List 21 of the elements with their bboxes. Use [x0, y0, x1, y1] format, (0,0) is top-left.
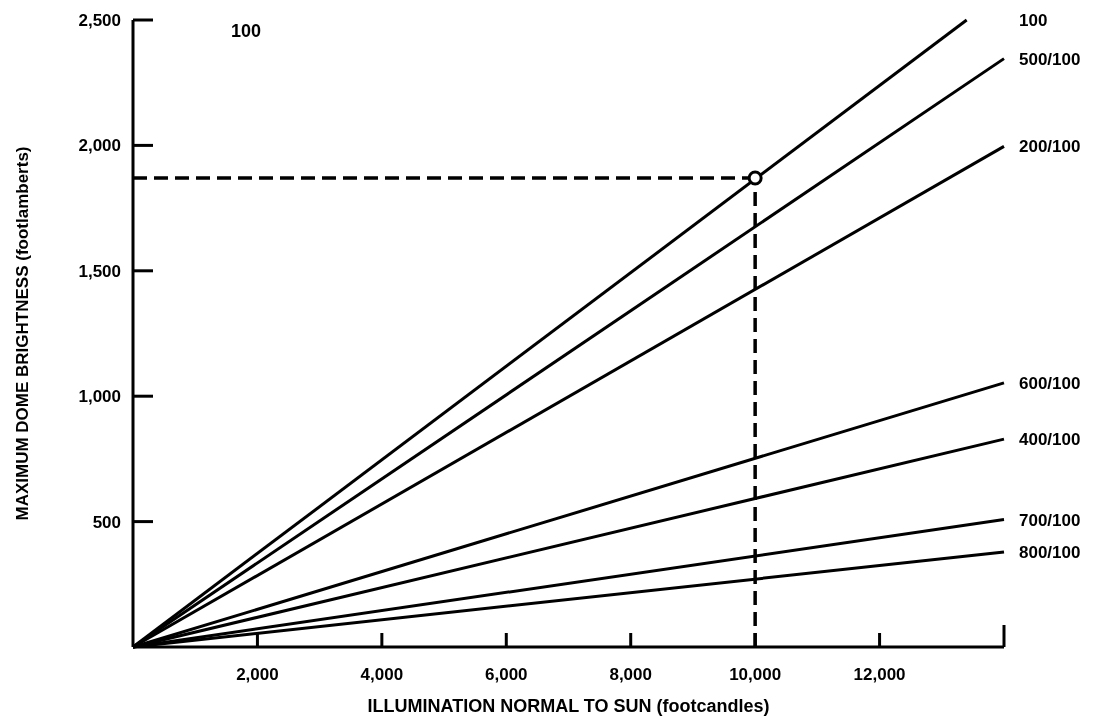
- series-label: 400/100: [1019, 430, 1081, 450]
- y-tick-label: 1,000: [78, 387, 121, 407]
- y-tick-label: 1,500: [78, 261, 121, 281]
- y-tick-label: 2,000: [78, 136, 121, 156]
- y-tick-label: 2,500: [78, 11, 121, 30]
- x-tick-label: 10,000: [729, 665, 782, 684]
- x-tick-label: 4,000: [360, 665, 404, 684]
- series-label: 800/100: [1019, 542, 1081, 562]
- x-axis-title: ILLUMINATION NORMAL TO SUN (footcandles): [367, 696, 770, 716]
- x-tick-label: 8,000: [609, 665, 652, 684]
- series-label: 200/100: [1019, 137, 1081, 157]
- x-tick-label: 2,000: [236, 665, 279, 684]
- x-tick-label: 6,000: [485, 665, 528, 684]
- series-label: 600/100: [1019, 373, 1081, 393]
- x-tick-label: 12,000: [853, 665, 906, 684]
- text: 100: [1019, 11, 1048, 30]
- y-tick-label: 500: [92, 512, 121, 532]
- series-label: 500/100: [1019, 49, 1081, 69]
- series-label: 700/100: [1019, 510, 1081, 530]
- annotation: 100: [231, 21, 262, 41]
- y-axis-title: MAXIMUM DOME BRIGHTNESS (footlamberts): [13, 146, 32, 521]
